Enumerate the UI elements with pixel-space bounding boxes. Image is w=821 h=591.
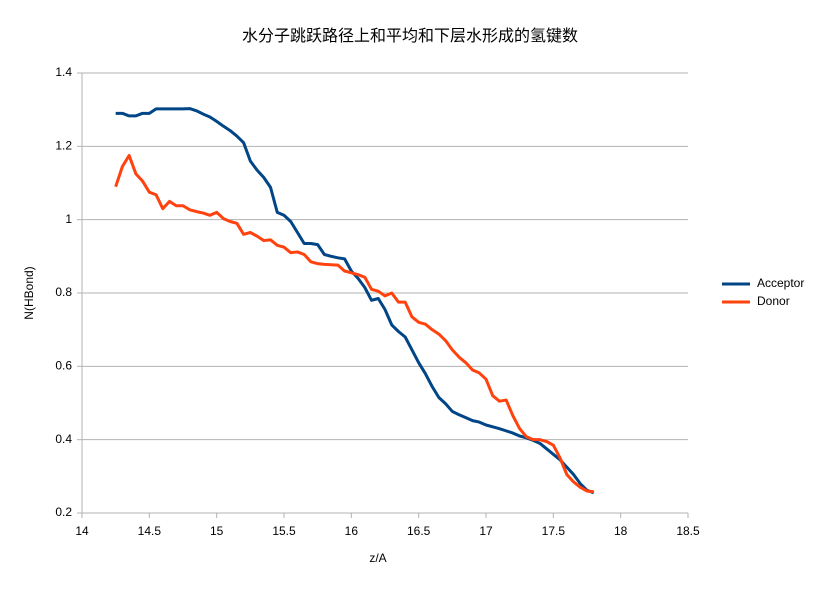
y-axis-label: N(HBond) — [22, 266, 36, 319]
y-tick-label: 0.4 — [55, 432, 72, 446]
y-tick-label: 1 — [65, 212, 72, 226]
x-tick-label: 16 — [345, 524, 359, 538]
series-line — [114, 154, 594, 494]
y-tick-label: 0.6 — [55, 359, 72, 373]
x-tick-label: 15.5 — [272, 524, 296, 538]
x-tick-label: 14 — [75, 524, 89, 538]
y-tick-label: 1.4 — [55, 65, 72, 79]
y-tick-label: 0.8 — [55, 285, 72, 299]
y-tick-label: 1.2 — [55, 139, 72, 153]
legend-label: Acceptor — [757, 276, 804, 290]
series-line — [115, 107, 595, 495]
y-tick-label: 0.2 — [55, 505, 72, 519]
x-tick-label: 18 — [614, 524, 628, 538]
x-tick-label: 14.5 — [138, 524, 162, 538]
x-tick-label: 15 — [210, 524, 224, 538]
x-tick-label: 17.5 — [542, 524, 566, 538]
chart-title: 水分子跳跃路径上和平均和下层水形成的氢键数 — [242, 27, 578, 45]
legend-label: Donor — [757, 294, 790, 308]
x-tick-label: 16.5 — [407, 524, 431, 538]
x-tick-label: 17 — [479, 524, 493, 538]
x-axis-label: z/A — [369, 551, 386, 565]
x-tick-label: 18.5 — [676, 524, 700, 538]
